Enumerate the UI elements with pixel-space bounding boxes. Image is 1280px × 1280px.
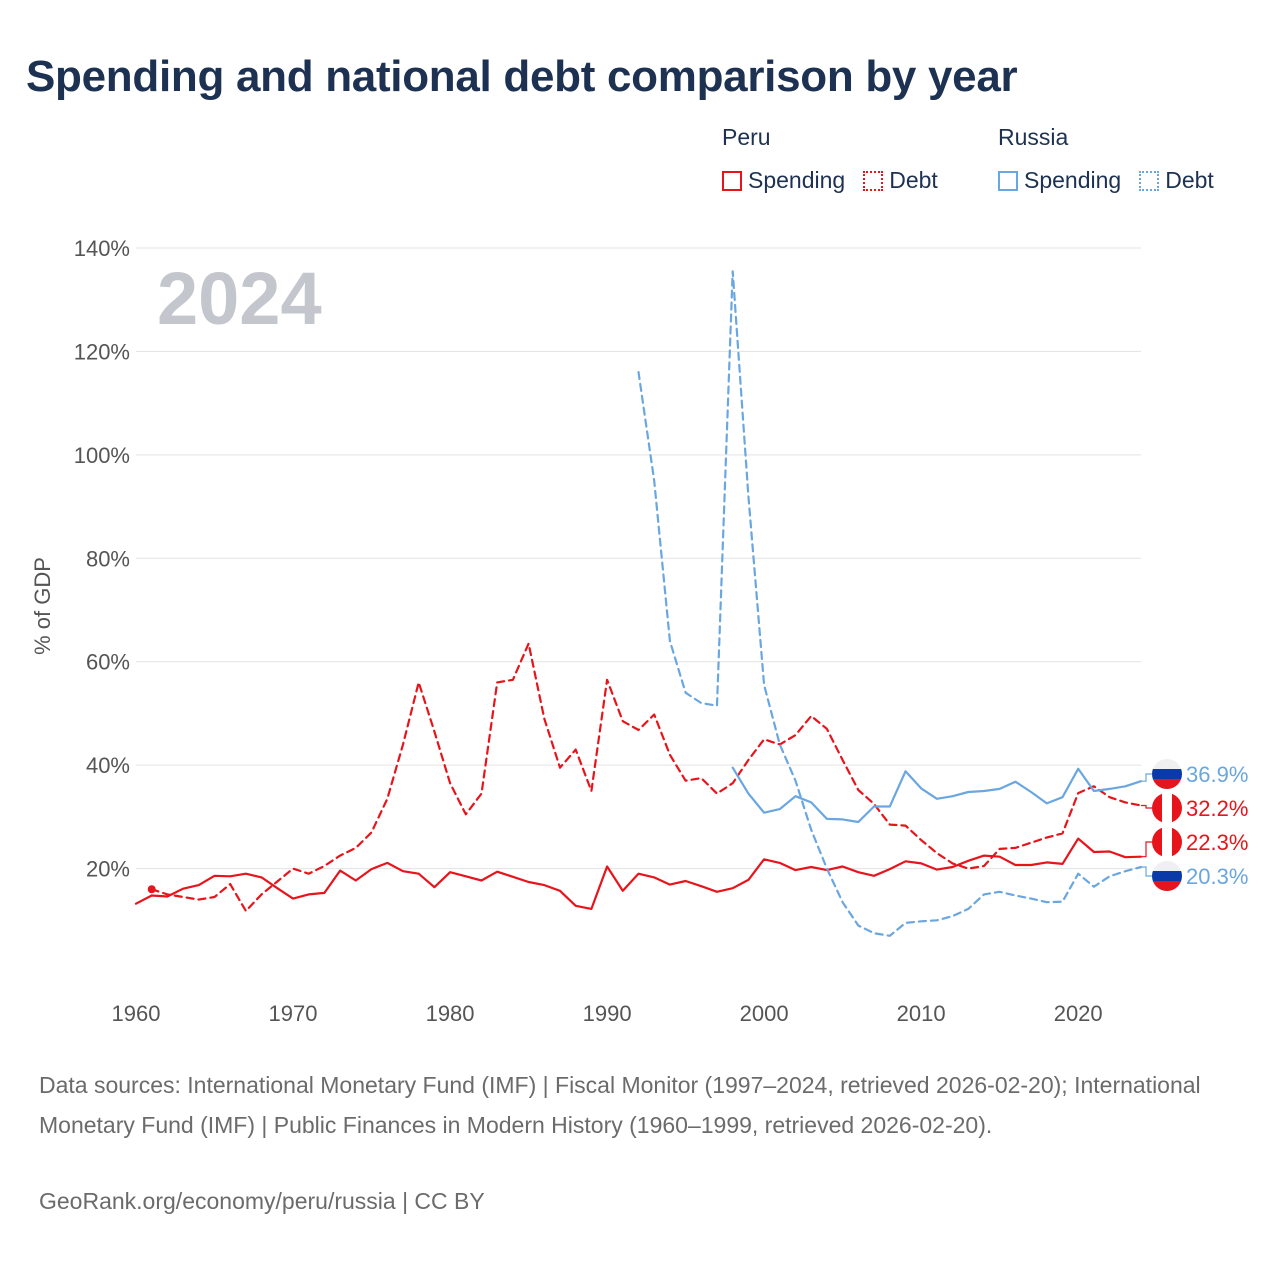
y-tick-label: 20% [86, 857, 130, 882]
y-tick-label: 80% [86, 546, 130, 571]
x-tick-label: 2000 [740, 1001, 789, 1026]
end-connector [1141, 773, 1152, 782]
end-label-russia-debt: 20.3% [1186, 864, 1248, 889]
legend-swatch-dotted [1139, 170, 1160, 191]
end-label-peru-spending: 22.3% [1186, 830, 1248, 855]
end-label-peru-debt: 32.2% [1186, 796, 1248, 821]
legend-item-label: Debt [1165, 167, 1214, 193]
legend-item-label: Spending [748, 167, 846, 193]
x-tick-label: 2020 [1054, 1001, 1103, 1026]
y-tick-label: 60% [86, 650, 130, 675]
x-tick-label: 2010 [897, 1001, 946, 1026]
end-connector [1141, 841, 1152, 858]
year-watermark: 2024 [157, 257, 322, 340]
chart-title: Spending and national debt comparison by… [26, 52, 1018, 101]
legend-group-russia: Russia Spending Debt [998, 124, 1214, 194]
y-tick-label: 40% [86, 753, 130, 778]
data-sources: Data sources: International Monetary Fun… [39, 1072, 1201, 1138]
end-connector [1141, 804, 1152, 809]
series-line-russia-debt[interactable] [637, 270, 1143, 937]
x-tick-label: 1960 [112, 1001, 161, 1026]
series-line-peru-debt[interactable] [150, 642, 1143, 913]
legend-group-peru: Peru Spending Debt [722, 124, 938, 194]
x-tick-label: 1970 [269, 1001, 318, 1026]
end-label-russia-spending: 36.9% [1186, 762, 1248, 787]
peru-flag-icon [1152, 793, 1182, 823]
y-axis-label: % of GDP [30, 557, 55, 655]
y-tick-label: 140% [74, 236, 130, 261]
russia-flag-icon [1152, 759, 1182, 789]
x-tick-label: 1990 [583, 1001, 632, 1026]
end-connector [1141, 866, 1152, 877]
series-line-peru-spending[interactable] [134, 837, 1143, 911]
legend-item-russia-debt[interactable]: Debt [1139, 167, 1214, 194]
legend-group-title: Peru [722, 124, 771, 150]
legend-item-peru-spending[interactable]: Spending [722, 167, 845, 194]
legend-item-label: Debt [889, 167, 938, 193]
series-start-marker [147, 885, 156, 894]
legend-group-title: Russia [998, 124, 1069, 150]
legend-item-peru-debt[interactable]: Debt [863, 167, 938, 194]
peru-flag-icon [1152, 827, 1182, 857]
series-line-russia-spending[interactable] [731, 766, 1143, 824]
russia-flag-icon [1152, 861, 1182, 891]
legend-swatch-dotted [863, 170, 884, 191]
legend-swatch-solid [998, 170, 1018, 191]
chart-plot: 20% 40% 60% 80% 100% 120% 140% 1960 1970 1980 1990… [30, 236, 1248, 1026]
legend-swatch-solid [722, 170, 742, 191]
x-tick-label: 1980 [426, 1001, 475, 1026]
legend-item-label: Spending [1024, 167, 1122, 193]
legend-item-russia-spending[interactable]: Spending [998, 167, 1121, 194]
y-tick-label: 100% [74, 443, 130, 468]
credit-link[interactable]: GeoRank.org/economy/peru/russia | CC BY [39, 1188, 485, 1214]
y-tick-label: 120% [74, 339, 130, 364]
